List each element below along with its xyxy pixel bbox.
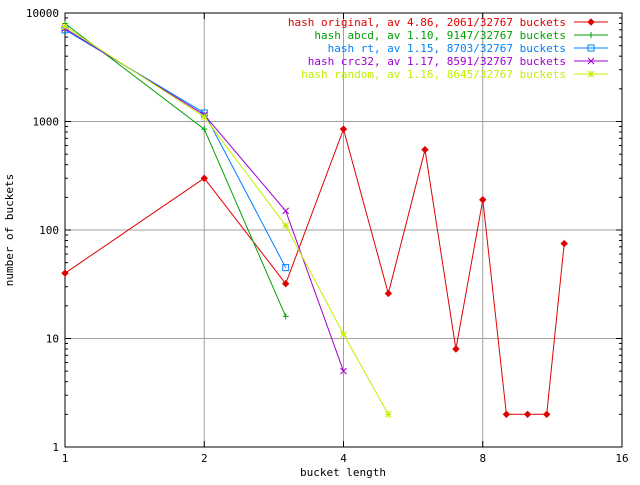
series-layer: [61, 20, 568, 419]
y-tick-label: 10: [46, 333, 59, 346]
x-tick-label: 16: [615, 452, 628, 465]
data-point: [340, 367, 347, 375]
data-point: [543, 410, 551, 419]
data-point: [201, 126, 208, 133]
legend-swatch-marker: [587, 70, 595, 78]
data-point: [502, 410, 511, 419]
series-2: [62, 20, 289, 320]
series-line: [64, 29, 287, 268]
x-tick-label: 1: [62, 452, 69, 465]
series-5: [61, 23, 392, 418]
legend-swatch-marker: [587, 44, 595, 52]
data-point: [340, 330, 347, 338]
data-point: [200, 113, 208, 121]
grid: [65, 13, 622, 447]
series-line: [64, 127, 565, 415]
data-point: [339, 125, 348, 133]
data-point: [61, 269, 69, 277]
legend-label: hash original, av 4.86, 2061/32767 bucke…: [288, 16, 566, 29]
data-point: [281, 279, 290, 288]
data-point: [479, 196, 487, 204]
x-tick-label: 2: [201, 452, 208, 465]
legend-swatch-marker: [587, 18, 595, 26]
data-point: [523, 410, 532, 419]
series-line: [64, 23, 287, 317]
axis-ticks: 1 2 4 8 16 1 10 100 1000 10000: [26, 7, 629, 465]
data-point: [282, 264, 290, 272]
data-point: [384, 410, 392, 418]
series-line: [64, 26, 389, 415]
x-axis-label: bucket length: [300, 466, 386, 479]
y-tick-label: 1: [52, 441, 59, 454]
legend-label: hash abcd, av 1.10, 9147/32767 buckets: [314, 29, 566, 42]
legend-label: hash rt, av 1.15, 8703/32767 buckets: [328, 42, 566, 55]
y-tick-label: 1000: [33, 116, 60, 129]
y-tick-label: 100: [39, 224, 59, 237]
data-point: [384, 289, 393, 298]
data-point: [61, 23, 69, 30]
data-point: [282, 313, 289, 320]
data-point: [452, 345, 460, 353]
data-point: [421, 145, 429, 154]
legend: hash original, av 4.86, 2061/32767 bucke…: [288, 16, 608, 81]
data-point: [282, 222, 290, 229]
legend-swatch-marker: [587, 57, 595, 65]
data-point: [282, 207, 290, 215]
data-point: [560, 239, 568, 248]
data-point: [200, 174, 208, 182]
y-axis-label: number of buckets: [3, 174, 16, 287]
legend-label: hash crc32, av 1.17, 8591/32767 buckets: [308, 55, 566, 68]
legend-label: hash random, av 1.16, 8645/32767 buckets: [301, 68, 566, 81]
x-tick-label: 4: [340, 452, 347, 465]
y-tick-label: 10000: [26, 7, 59, 20]
x-tick-label: 8: [479, 452, 486, 465]
series-1: [61, 125, 568, 419]
legend-swatch-marker: [588, 32, 594, 38]
series-3: [61, 26, 290, 272]
